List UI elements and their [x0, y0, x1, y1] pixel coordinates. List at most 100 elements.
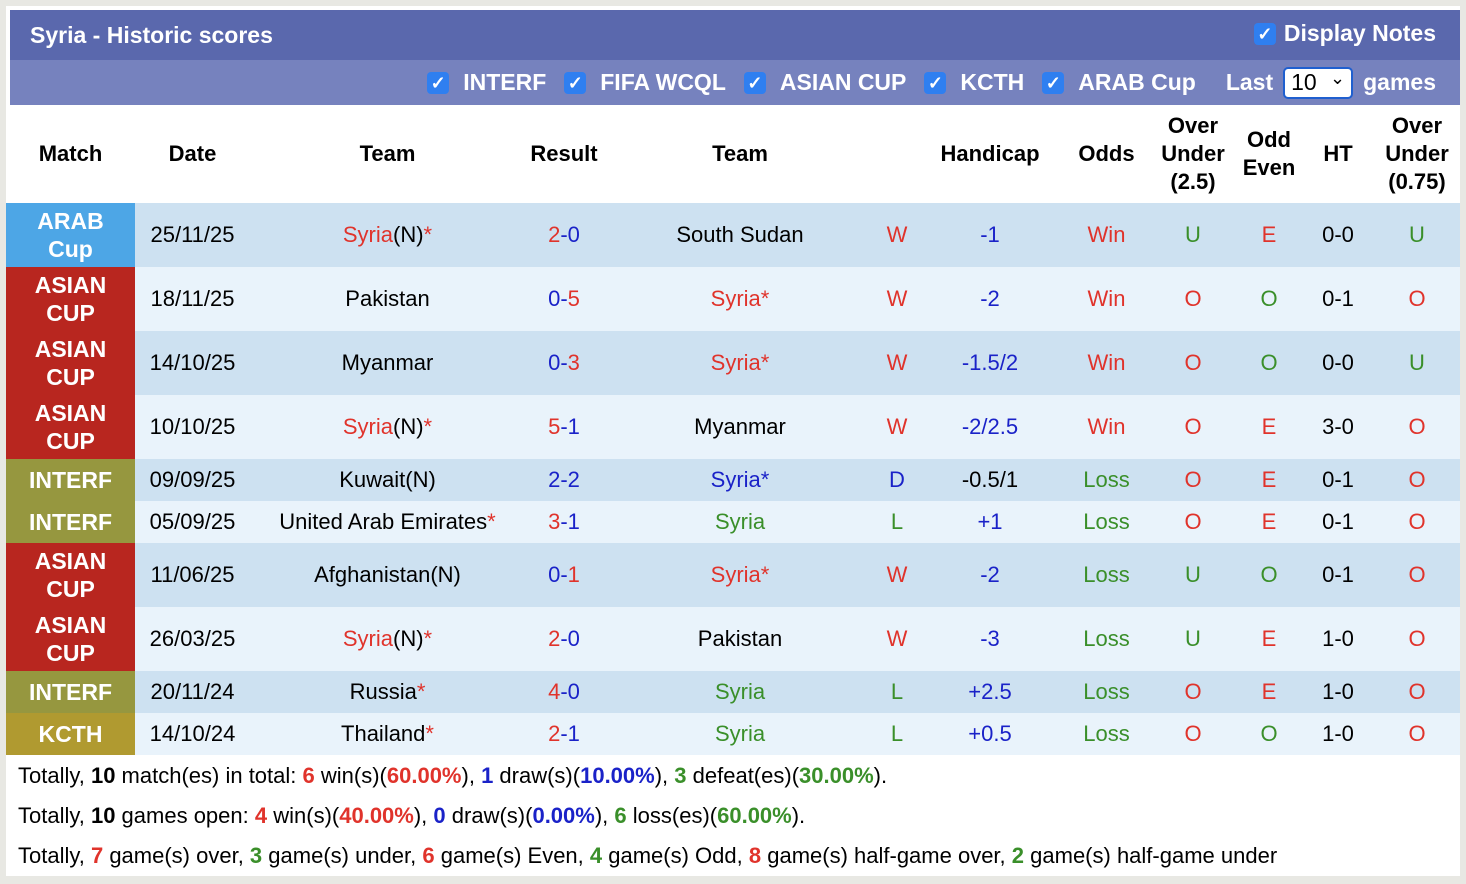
filter-arab-cup[interactable]: ✓ ARAB Cup — [1042, 69, 1196, 96]
over-under-2-5: O — [1150, 267, 1236, 331]
away-team[interactable]: Syria* — [603, 267, 877, 331]
match-date: 05/09/25 — [135, 501, 250, 543]
result-score[interactable]: 2-2 — [525, 459, 603, 501]
home-team[interactable]: Pakistan — [250, 267, 525, 331]
win-loss: W — [877, 543, 917, 607]
result-score[interactable]: 0-3 — [525, 331, 603, 395]
away-score: 1 — [567, 414, 580, 439]
checkbox-checked-icon[interactable]: ✓ — [564, 71, 587, 94]
match-type-label: ASIAN CUP — [34, 548, 107, 602]
column-header: Match — [38, 141, 103, 166]
result-score[interactable]: 3-1 — [525, 501, 603, 543]
home-team[interactable]: Kuwait(N) — [250, 459, 525, 501]
checkbox-checked-icon[interactable]: ✓ — [924, 71, 947, 94]
games-label: games — [1363, 69, 1436, 95]
summary-text: ), — [654, 763, 675, 788]
away-team[interactable]: South Sudan — [603, 203, 877, 267]
filter-kcth[interactable]: ✓ KCTH — [924, 69, 1024, 96]
display-notes-toggle[interactable]: ✓ Display Notes — [1253, 20, 1436, 47]
handicap: -2/2.5 — [917, 395, 1063, 459]
filter-interf[interactable]: ✓ INTERF — [427, 69, 546, 96]
result-score[interactable]: 2-0 — [525, 203, 603, 267]
score-separator: - — [560, 222, 568, 247]
away-team[interactable]: Syria — [603, 671, 877, 713]
filter-asian-cup[interactable]: ✓ ASIAN CUP — [743, 69, 906, 96]
away-score: 5 — [567, 286, 580, 311]
games-count-select[interactable]: 10 ⌄ — [1283, 66, 1354, 99]
summary-text: Totally, — [18, 843, 91, 868]
summary-text: win(s)( — [267, 803, 340, 828]
away-team[interactable]: Syria* — [603, 459, 877, 501]
home-score: 4 — [548, 679, 561, 704]
home-score: 0 — [548, 350, 561, 375]
half-time-score: 0-1 — [1302, 543, 1374, 607]
result-score[interactable]: 0-5 — [525, 267, 603, 331]
summary-text: draw(s)( — [445, 803, 533, 828]
home-team[interactable]: Syria(N)* — [250, 203, 525, 267]
column-header: Odd Even — [1242, 127, 1296, 180]
home-team[interactable]: Afghanistan(N) — [250, 543, 525, 607]
summary-text: draw(s)( — [493, 763, 581, 788]
team-name: Kuwait — [339, 467, 406, 492]
team-name: Syria — [710, 350, 761, 375]
half-time-score: 3-0 — [1302, 395, 1374, 459]
win-loss: D — [877, 459, 917, 501]
home-team[interactable]: Myanmar — [250, 331, 525, 395]
odds-result: Loss — [1063, 543, 1150, 607]
home-marker: * — [487, 509, 496, 534]
odd-even: O — [1236, 713, 1302, 755]
home-team[interactable]: Syria(N)* — [250, 607, 525, 671]
result-score[interactable]: 0-1 — [525, 543, 603, 607]
table-header: Match Date Team Result Team Handicap Odds Over U… — [6, 105, 1460, 203]
over-under-2-5: O — [1150, 671, 1236, 713]
last-label: Last — [1225, 69, 1274, 95]
away-team[interactable]: Pakistan — [603, 607, 877, 671]
summary-text: 6 — [302, 763, 315, 788]
over-under-2-5: U — [1150, 203, 1236, 267]
checkbox-checked-icon[interactable]: ✓ — [1253, 22, 1276, 45]
score-separator: - — [560, 721, 568, 746]
table-row: INTERF 05/09/25 United Arab Emirates* 3-1 Sy… — [6, 501, 1460, 543]
result-score[interactable]: 4-0 — [525, 671, 603, 713]
away-team[interactable]: Syria* — [603, 543, 877, 607]
away-team[interactable]: Syria* — [603, 331, 877, 395]
home-team[interactable]: United Arab Emirates* — [250, 501, 525, 543]
column-header: Team — [712, 141, 768, 166]
score-separator: - — [560, 509, 568, 534]
over-under-0-75: U — [1374, 203, 1460, 267]
checkbox-checked-icon[interactable]: ✓ — [743, 71, 766, 94]
team-name: Pakistan — [345, 286, 430, 311]
handicap: -0.5/1 — [917, 459, 1063, 501]
odd-even: E — [1236, 607, 1302, 671]
away-team[interactable]: Myanmar — [603, 395, 877, 459]
match-date: 14/10/25 — [135, 331, 250, 395]
summary-line: Totally, 10 match(es) in total: 6 win(s)… — [18, 756, 1277, 796]
summary-text: game(s) under, — [262, 843, 423, 868]
odd-even: O — [1236, 331, 1302, 395]
score-separator: - — [560, 414, 568, 439]
column-header: Date — [168, 141, 217, 166]
match-type-badge: INTERF — [6, 671, 135, 713]
result-score[interactable]: 2-0 — [525, 607, 603, 671]
chevron-down-icon: ⌄ — [1330, 68, 1346, 88]
home-team[interactable]: Thailand* — [250, 713, 525, 755]
away-team[interactable]: Syria — [603, 501, 877, 543]
match-type-label: INTERF — [28, 509, 113, 535]
over-under-0-75: O — [1374, 267, 1460, 331]
summary-text: 30.00% — [799, 763, 874, 788]
table-row: INTERF 20/11/24 Russia* 4-0 Syria L +2.5 Loss O E… — [6, 671, 1460, 713]
odd-even: O — [1236, 543, 1302, 607]
result-score[interactable]: 5-1 — [525, 395, 603, 459]
odds-result: Loss — [1063, 607, 1150, 671]
summary-line: Totally, 10 games open: 4 win(s)(40.00%)… — [18, 796, 1277, 836]
checkbox-checked-icon[interactable]: ✓ — [1042, 71, 1065, 94]
home-team[interactable]: Syria(N)* — [250, 395, 525, 459]
team-name: South Sudan — [676, 222, 804, 247]
over-under-0-75: O — [1374, 543, 1460, 607]
away-team[interactable]: Syria — [603, 713, 877, 755]
summary-text: game(s) half-game over, — [761, 843, 1012, 868]
home-team[interactable]: Russia* — [250, 671, 525, 713]
result-score[interactable]: 2-1 — [525, 713, 603, 755]
checkbox-checked-icon[interactable]: ✓ — [427, 71, 450, 94]
filter-fifa-wcql[interactable]: ✓ FIFA WCQL — [564, 69, 726, 96]
